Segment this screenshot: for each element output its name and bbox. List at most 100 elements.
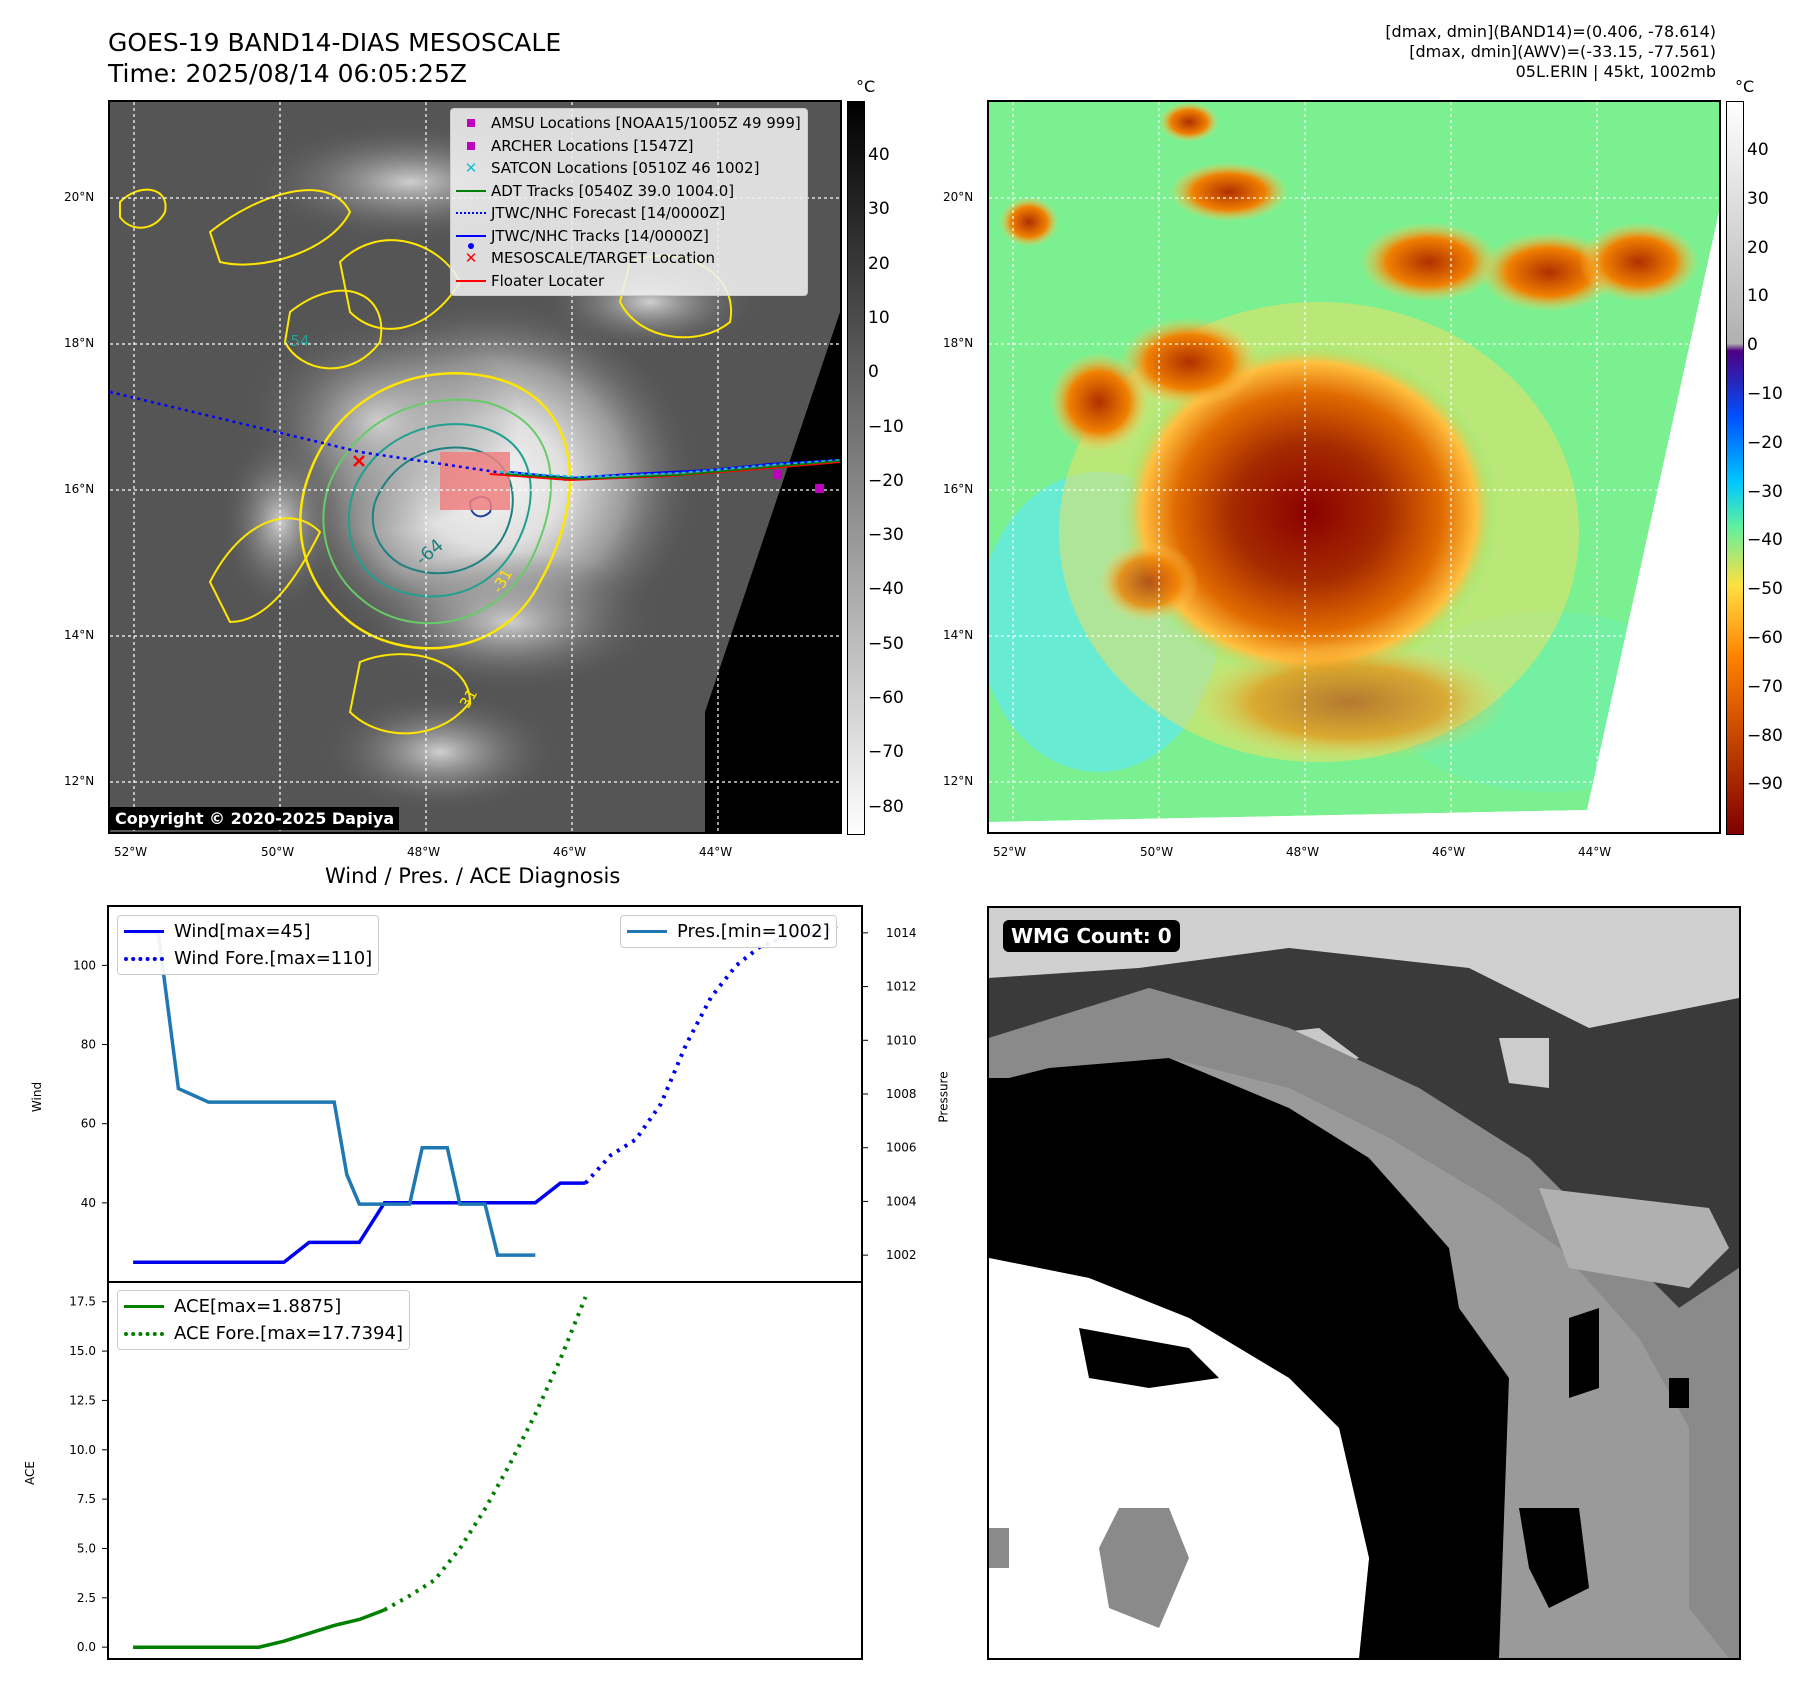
lat-label: 20°N: [943, 190, 974, 204]
info-block: [dmax, dmin](BAND14)=(0.406, -78.614) [d…: [1385, 22, 1716, 82]
lat-label: 18°N: [943, 336, 974, 350]
lon-label: 46°W: [1432, 845, 1466, 859]
pressure-tick-label: 1012: [886, 980, 917, 994]
colorbar-unit: °C: [856, 77, 876, 96]
lon-label: 48°W: [1286, 845, 1320, 859]
colorbar-tick-label: −50: [1747, 579, 1783, 600]
ace-axis-label: ACE: [22, 1461, 37, 1485]
wind-tick-label: 60: [81, 1117, 96, 1131]
title-line-2: Time: 2025/08/14 06:05:25Z: [108, 59, 467, 88]
legend-ace: ACE[max=1.8875]: [124, 1293, 403, 1320]
legend-label: SATCON Locations [0510Z 46 1002]: [491, 159, 760, 178]
ace-tick-label: 10.0: [69, 1443, 96, 1457]
pressure-tick-label: 1008: [886, 1087, 917, 1101]
lat-label: 20°N: [64, 190, 95, 204]
lon-label: 52°W: [993, 845, 1027, 859]
colorbar-tick-label: −80: [868, 796, 904, 817]
legend-forecast: JTWC/NHC Forecast [14/0000Z]: [451, 202, 801, 225]
colorbar-tick-label: 0: [868, 362, 879, 383]
colorbar-tick-label: −40: [1747, 530, 1783, 551]
wmg-count-badge: WMG Count: 0: [1003, 920, 1180, 952]
colorbar-tick-label: −30: [1747, 481, 1783, 502]
lon-label: 48°W: [407, 845, 441, 859]
legend-amsu: AMSU Locations [NOAA15/1005Z 49 999]: [451, 112, 801, 135]
legend-archer: ARCHER Locations [1547Z]: [451, 135, 801, 158]
colorbar-tick-label: 30: [1747, 188, 1769, 209]
lat-label: 14°N: [64, 628, 95, 642]
legend-wind-fore: Wind Fore.[max=110]: [124, 945, 372, 972]
colorbar-tick-label: 40: [868, 145, 890, 165]
x-marker-icon: ✕: [464, 249, 478, 268]
ace-tick-label: 2.5: [77, 1591, 96, 1605]
colorbar-tick-label: 10: [868, 307, 890, 328]
wind-tick-label: 100: [73, 958, 96, 972]
band14-colorbar: [847, 101, 865, 835]
legend-label: Floater Locater: [491, 271, 605, 290]
lon-label: 52°W: [114, 845, 148, 859]
colorbar-tick-label: 0: [1747, 335, 1758, 356]
wind-axis-label: Wind: [30, 1081, 45, 1113]
legend-wind: Wind[max=45]: [124, 918, 372, 945]
wmg-image: [989, 908, 1739, 1658]
lat-label: 12°N: [64, 774, 95, 788]
wind-series-line: [133, 1181, 586, 1264]
lat-label: 12°N: [943, 774, 974, 788]
ace-series-line: [133, 1608, 386, 1649]
ace-forecast-line: [383, 1296, 588, 1612]
x-marker-icon: ✕: [464, 159, 478, 178]
colorbar-tick-label: 30: [868, 199, 890, 220]
title-line-1: GOES-19 BAND14-DIAS MESOSCALE: [108, 28, 562, 57]
colorbar-tick-label: −30: [868, 525, 904, 546]
colorbar-tick-label: −10: [868, 416, 904, 437]
pressure-tick-label: 1002: [886, 1248, 917, 1262]
ace-tick-label: 7.5: [77, 1492, 96, 1506]
line-marker-icon: [451, 189, 491, 192]
lon-label: 44°W: [1578, 845, 1612, 859]
ace-tick-label: 17.5: [69, 1295, 96, 1309]
lat-label: 18°N: [64, 336, 95, 350]
legend-satcon: ✕ SATCON Locations [0510Z 46 1002]: [451, 157, 801, 180]
colorbar-tick-label: 20: [868, 253, 890, 274]
colorbar-tick-label: 10: [1747, 286, 1769, 307]
lat-label: 16°N: [943, 482, 974, 496]
band14-map-panel: -64 -54 -31 -31 Copyright © 2020-2025 Da…: [108, 100, 842, 834]
line-marker-icon: [451, 279, 491, 282]
awv-colorbar: [1726, 101, 1744, 835]
ace-frame: [107, 1281, 863, 1660]
awv-map-panel: [987, 100, 1721, 834]
figure-title: GOES-19 BAND14-DIAS MESOSCALE Time: 2025…: [108, 27, 561, 89]
colorbar-tick-label: −70: [868, 742, 904, 763]
awv-map: [989, 102, 1719, 832]
pressure-tick-label: 1010: [886, 1033, 917, 1047]
pres-legend: Pres.[min=1002]: [620, 915, 837, 948]
pressure-tick-label: 1014: [886, 926, 917, 940]
colorbar-tick-label: −80: [1747, 725, 1783, 746]
pressure-tick-label: 1004: [886, 1194, 917, 1208]
legend-adt: ADT Tracks [0540Z 39.0 1004.0]: [451, 180, 801, 203]
colorbar-tick-label: −20: [868, 470, 904, 491]
legend-label: ARCHER Locations [1547Z]: [491, 136, 694, 155]
legend-label: ADT Tracks [0540Z 39.0 1004.0]: [491, 181, 735, 200]
colorbar-tick-label: −70: [1747, 676, 1783, 697]
legend-mesoscale: ✕ MESOSCALE/TARGET Location: [451, 247, 801, 270]
info-line-1: [dmax, dmin](BAND14)=(0.406, -78.614): [1385, 22, 1716, 41]
diagnosis-title: Wind / Pres. / ACE Diagnosis: [325, 864, 621, 888]
colorbar-tick-label: −60: [868, 688, 904, 708]
pressure-series-line: [133, 931, 536, 1257]
dotted-line-icon: [124, 956, 164, 961]
dotted-line-icon: [124, 1331, 164, 1336]
legend-ace-fore: ACE Fore.[max=17.7394]: [124, 1320, 403, 1347]
copyright-badge: Copyright © 2020-2025 Dapiya: [110, 807, 400, 830]
wind-legend: Wind[max=45] Wind Fore.[max=110]: [117, 915, 380, 975]
solid-line-icon: [627, 930, 667, 933]
wind-tick-label: 40: [81, 1196, 96, 1210]
map-legend: AMSU Locations [NOAA15/1005Z 49 999] ARC…: [450, 108, 808, 296]
legend-label: MESOSCALE/TARGET Location: [491, 249, 716, 268]
colorbar-tick-label: 20: [1747, 237, 1769, 258]
lon-label: 46°W: [553, 845, 587, 859]
contour-label: -54: [285, 332, 310, 350]
dotted-line-icon: [451, 212, 491, 215]
ace-tick-label: 12.5: [69, 1393, 96, 1407]
lon-label: 44°W: [699, 845, 733, 859]
legend-floater: Floater Locater: [451, 270, 801, 293]
